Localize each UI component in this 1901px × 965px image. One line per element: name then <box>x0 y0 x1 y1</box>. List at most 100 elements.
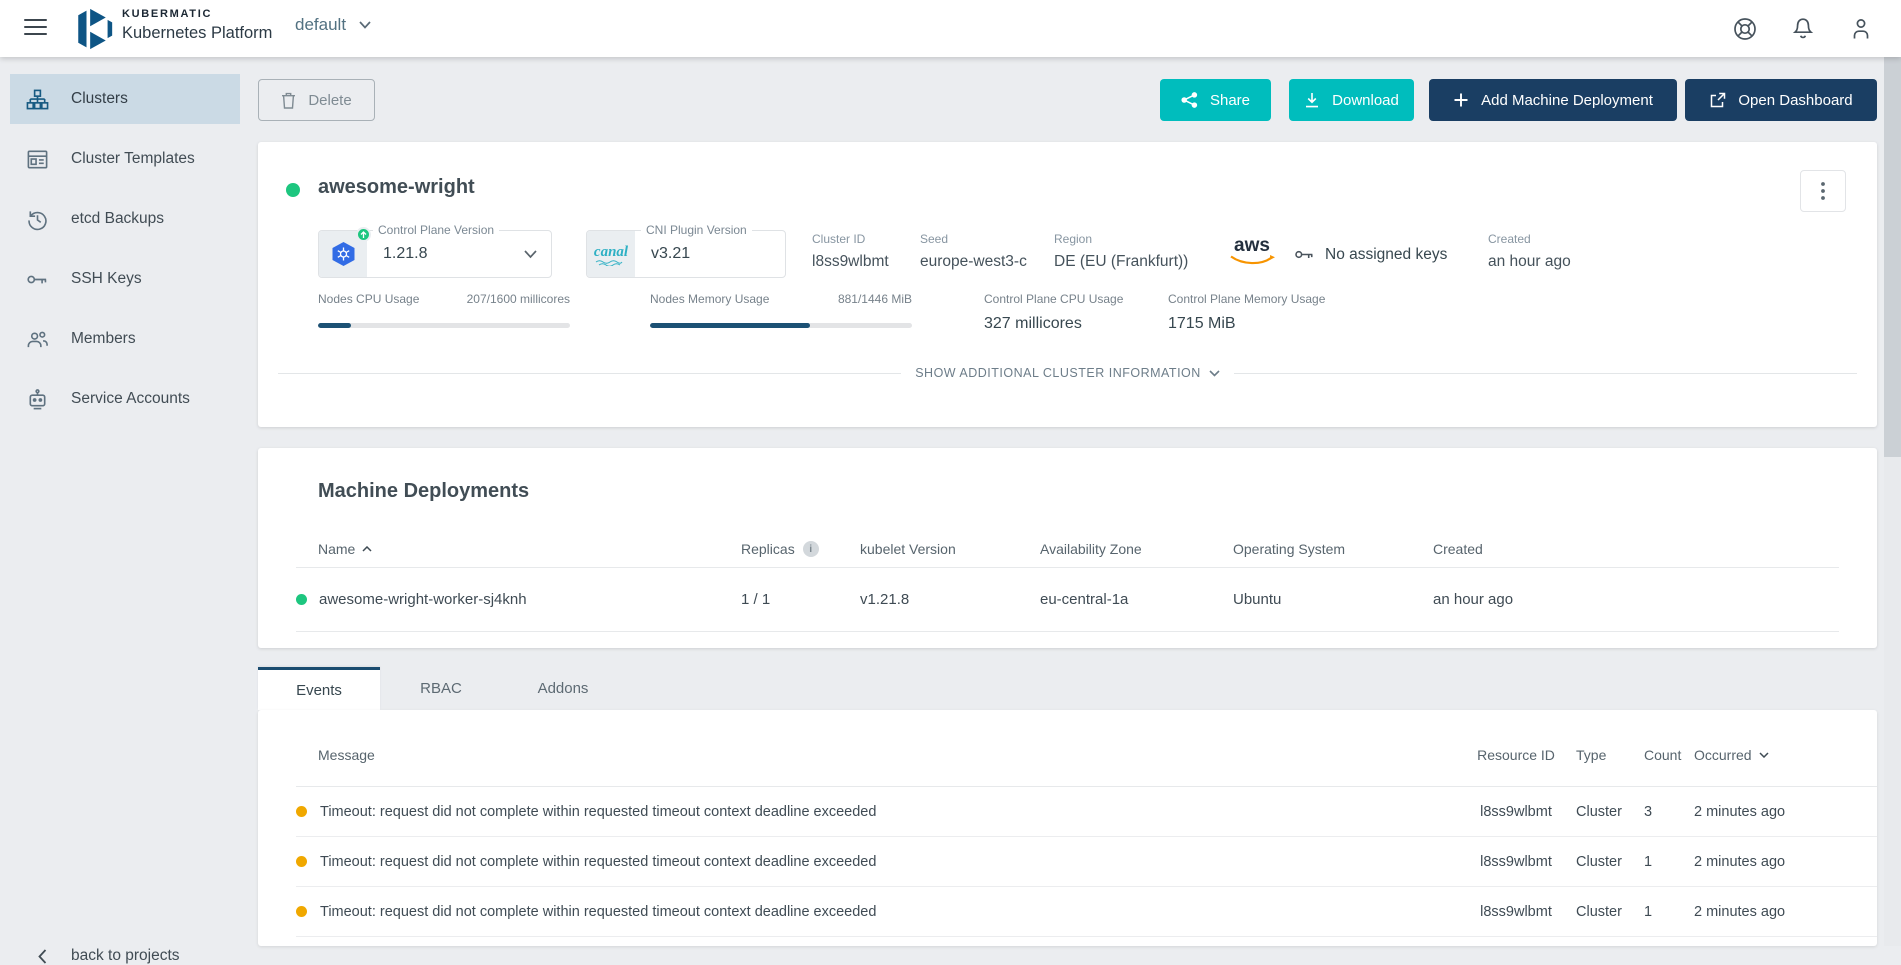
service-accounts-icon <box>26 388 49 411</box>
cluster-detail-tabs: Events RBAC Addons <box>258 667 624 710</box>
back-to-projects-label: back to projects <box>71 947 180 964</box>
sidebar-item-service-accounts[interactable]: Service Accounts <box>10 374 240 424</box>
sidebar-item-ssh-keys[interactable]: SSH Keys <box>10 254 240 304</box>
trash-icon <box>281 92 296 109</box>
region-value: DE (EU (Frankfurt)) <box>1054 253 1189 270</box>
kebab-menu-icon <box>1821 182 1825 200</box>
open-dashboard-button[interactable]: Open Dashboard <box>1685 79 1877 121</box>
control-plane-memory-label: Control Plane Memory Usage <box>1168 292 1326 306</box>
column-header-availability-zone: Availability Zone <box>1040 540 1142 557</box>
machine-deployments-card: Machine Deployments Name Replicas i kube… <box>258 448 1877 648</box>
nodes-memory-usage-value: 881/1446 MiB <box>837 292 912 306</box>
column-header-operating-system: Operating System <box>1233 540 1346 557</box>
show-additional-cluster-information-toggle[interactable]: SHOW ADDITIONAL CLUSTER INFORMATION <box>278 366 1858 380</box>
cluster-actions-menu-button[interactable] <box>1800 170 1846 212</box>
nodes-memory-usage-label: Nodes Memory Usage <box>650 292 770 306</box>
kubermatic-logo <box>70 7 114 51</box>
md-kubelet-version: v1.21.8 <box>860 591 910 608</box>
chevron-left-icon <box>38 948 47 964</box>
cni-plugin-version-value: v3.21 <box>651 245 691 262</box>
header-actions <box>1731 15 1875 43</box>
event-occurred: 2 minutes ago <box>1694 803 1786 820</box>
sidebar-item-members[interactable]: Members <box>10 314 240 364</box>
column-header-kubelet-version: kubelet Version <box>860 540 956 557</box>
upgrade-available-icon <box>356 227 371 242</box>
cluster-id-label: Cluster ID <box>812 232 866 246</box>
event-row: Timeout: request did not complete within… <box>296 837 1877 887</box>
info-icon[interactable]: i <box>802 540 819 557</box>
download-button-label: Download <box>1332 91 1399 109</box>
download-button[interactable]: Download <box>1289 79 1414 121</box>
cluster-id-field: Cluster ID l8ss9wlbmt <box>812 232 889 271</box>
sidebar-item-clusters[interactable]: Clusters <box>10 74 240 124</box>
brand-text: KUBERMATIC Kubernetes Platform <box>122 9 272 42</box>
cluster-name: awesome-wright <box>318 176 475 198</box>
region-field: Region DE (EU (Frankfurt)) <box>1054 232 1188 271</box>
page-scrollbar-thumb[interactable] <box>1884 57 1901 457</box>
plus-icon <box>1453 92 1469 108</box>
menu-hamburger-icon[interactable] <box>24 19 47 37</box>
page-scrollbar-track[interactable] <box>1884 57 1901 946</box>
column-header-name[interactable]: Name <box>296 541 741 557</box>
add-machine-deployment-label: Add Machine Deployment <box>1481 91 1653 109</box>
event-message: Timeout: request did not complete within… <box>320 803 877 820</box>
event-message: Timeout: request did not complete within… <box>320 903 877 920</box>
control-plane-version-select[interactable]: Control Plane Version 1.21.8 <box>318 223 552 278</box>
aws-logo-text: aws <box>1234 235 1270 256</box>
share-button-label: Share <box>1209 91 1251 109</box>
key-icon <box>1294 244 1315 265</box>
events-table-header: Message Resource ID Type Count Occurred <box>296 724 1877 787</box>
tab-addons[interactable]: Addons <box>537 680 589 697</box>
nodes-cpu-usage-bar <box>318 323 570 328</box>
nodes-memory-usage-bar <box>650 323 912 328</box>
created-value: an hour ago <box>1488 253 1571 270</box>
event-count: 1 <box>1644 903 1653 920</box>
add-machine-deployment-button[interactable]: Add Machine Deployment <box>1429 79 1677 121</box>
control-plane-cpu-label: Control Plane CPU Usage <box>984 292 1124 306</box>
tab-rbac[interactable]: RBAC <box>420 680 462 697</box>
sidebar-item-etcd-backups[interactable]: etcd Backups <box>10 194 240 244</box>
notifications-bell-icon[interactable] <box>1789 15 1817 43</box>
delete-button[interactable]: Delete <box>258 79 375 121</box>
event-occurred: 2 minutes ago <box>1694 853 1786 870</box>
etcd-backups-icon <box>26 208 49 231</box>
project-selector-value: default <box>295 15 347 34</box>
back-to-projects-link[interactable]: back to projects <box>38 947 180 965</box>
sidebar-nav: Clusters Cluster Templates etcd Backups <box>0 57 247 964</box>
control-plane-version-value: 1.21.8 <box>383 245 428 262</box>
column-header-resource-id: Resource ID <box>1477 746 1555 763</box>
help-icon[interactable] <box>1731 15 1759 43</box>
control-plane-cpu-usage: Control Plane CPU Usage 327 millicores <box>984 292 1123 333</box>
column-header-count: Count <box>1644 747 1682 763</box>
machine-deployment-row[interactable]: awesome-wright-worker-sj4knh 1 / 1 v1.21… <box>296 568 1839 632</box>
sidebar-item-cluster-templates[interactable]: Cluster Templates <box>10 134 240 184</box>
md-operating-system: Ubuntu <box>1233 591 1282 608</box>
seed-value: europe-west3-c <box>920 253 1027 270</box>
nodes-cpu-usage-value: 207/1600 millicores <box>466 292 570 306</box>
top-header: KUBERMATIC Kubernetes Platform default <box>0 0 1901 57</box>
md-name: awesome-wright-worker-sj4knh <box>319 591 527 608</box>
chevron-down-icon <box>524 249 537 259</box>
event-resource-id: l8ss9wlbmt <box>1480 853 1552 870</box>
cluster-id-value: l8ss9wlbmt <box>812 253 889 270</box>
event-message: Timeout: request did not complete within… <box>320 853 877 870</box>
brand-product: Kubernetes Platform <box>122 24 273 42</box>
event-count: 1 <box>1644 853 1653 870</box>
created-field: Created an hour ago <box>1488 232 1571 271</box>
tab-events[interactable]: Events <box>258 667 380 710</box>
nodes-cpu-usage-label: Nodes CPU Usage <box>318 292 420 306</box>
external-link-icon <box>1709 92 1726 109</box>
share-icon <box>1181 92 1198 108</box>
event-type: Cluster <box>1576 803 1622 820</box>
user-account-icon[interactable] <box>1847 15 1875 43</box>
project-selector[interactable]: default <box>295 15 371 35</box>
nodes-memory-usage: Nodes Memory Usage 881/1446 MiB <box>650 292 912 328</box>
open-dashboard-label: Open Dashboard <box>1738 91 1853 109</box>
control-plane-memory-value: 1715 MiB <box>1168 315 1236 332</box>
share-button[interactable]: Share <box>1160 79 1271 121</box>
column-header-occurred[interactable]: Occurred <box>1694 747 1817 763</box>
event-type: Cluster <box>1576 903 1622 920</box>
aws-provider-logo: aws <box>1228 236 1276 266</box>
ssh-keys-summary[interactable]: No assigned keys <box>1294 244 1447 265</box>
cni-plugin-version-box: CNI Plugin Version canal v3.21 <box>586 223 786 278</box>
